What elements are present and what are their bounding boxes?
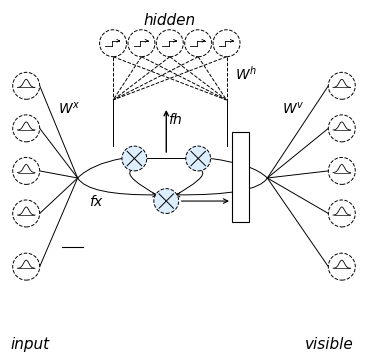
Circle shape	[328, 157, 355, 184]
Circle shape	[13, 72, 40, 99]
Circle shape	[328, 200, 355, 227]
Circle shape	[100, 30, 127, 57]
Circle shape	[213, 30, 240, 57]
Text: $W^v$: $W^v$	[282, 101, 304, 117]
Circle shape	[122, 146, 147, 171]
Circle shape	[128, 30, 155, 57]
Text: $W^x$: $W^x$	[58, 101, 81, 117]
Text: $fx$: $fx$	[89, 194, 104, 209]
Circle shape	[328, 253, 355, 280]
Circle shape	[328, 115, 355, 142]
Circle shape	[328, 72, 355, 99]
Bar	[232, 132, 249, 222]
Circle shape	[186, 146, 210, 171]
Text: $fh$: $fh$	[168, 112, 183, 127]
Circle shape	[13, 157, 40, 184]
Circle shape	[185, 30, 212, 57]
Text: $fy$: $fy$	[230, 194, 245, 212]
Circle shape	[154, 189, 179, 214]
Circle shape	[13, 253, 40, 280]
Text: $W^h$: $W^h$	[236, 64, 258, 82]
Text: hidden: hidden	[144, 13, 196, 28]
Circle shape	[13, 115, 40, 142]
Text: input: input	[10, 337, 49, 352]
Circle shape	[13, 200, 40, 227]
Text: visible: visible	[305, 337, 353, 352]
Circle shape	[156, 30, 183, 57]
